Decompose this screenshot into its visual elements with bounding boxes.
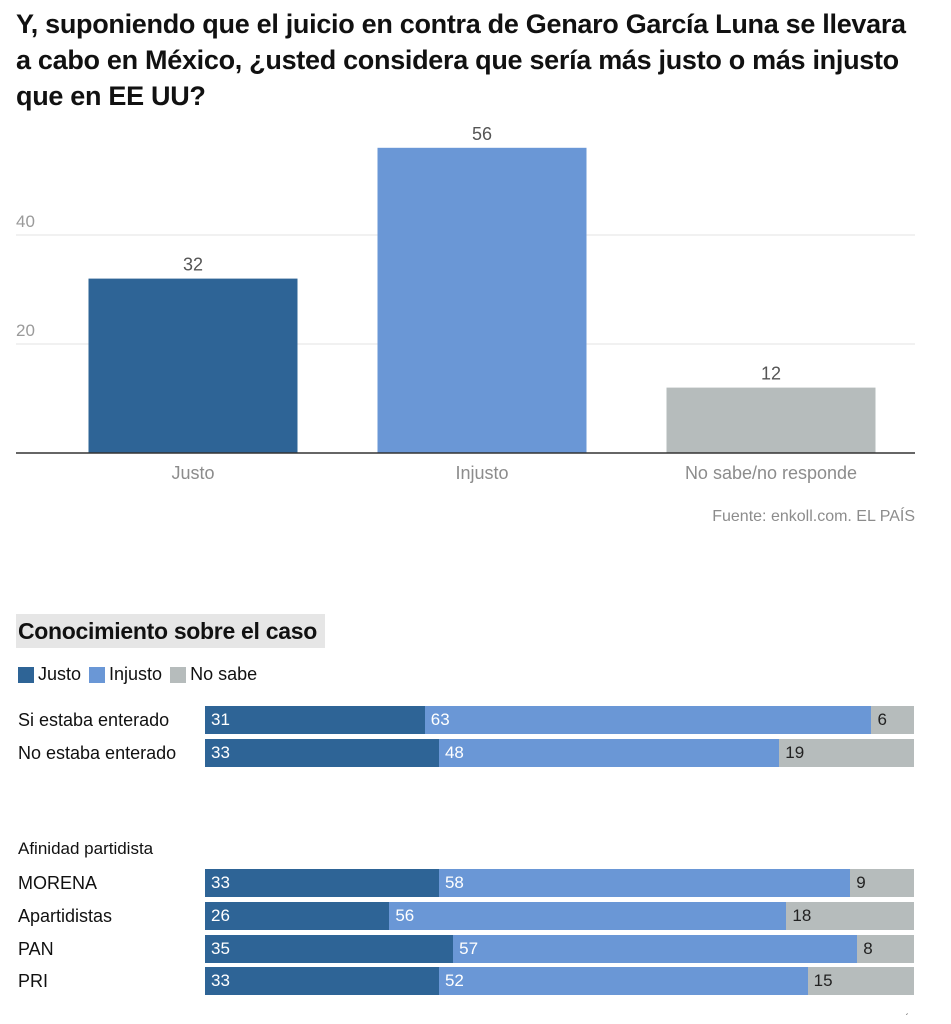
y-tick-label-20: 20: [16, 321, 35, 340]
row-label-pri: PRI: [18, 971, 49, 991]
segment-justo: 33: [205, 869, 439, 897]
legend-label-injusto: Injusto: [109, 664, 163, 684]
row-label-morena: MORENA: [18, 873, 98, 893]
segment-justo: 26: [205, 902, 390, 930]
segment-injusto: 48: [438, 739, 780, 767]
segment-nosabe: 9: [850, 869, 914, 897]
bar-value-label-no-sabe-no-responde: 12: [761, 364, 781, 384]
bar-no-sabe-no-responde: [666, 387, 876, 453]
group-label-afinidad: Afinidad partidista: [18, 839, 154, 858]
x-tick-label-justo: Justo: [171, 463, 214, 483]
legend: Justo Injusto No sabe: [18, 664, 265, 685]
bar-injusto: [377, 147, 587, 454]
segment-injusto: 56: [389, 902, 787, 930]
section-title: Conocimiento sobre el caso: [16, 614, 325, 648]
segment-justo: 33: [205, 967, 439, 995]
legend-item-justo: Justo: [18, 664, 81, 685]
x-tick-label-no-sabe-no-responde: No sabe/no responde: [685, 463, 857, 483]
bar-value-label-justo: 32: [183, 255, 203, 275]
stacked-bar-morena: 33 58 9: [205, 869, 914, 897]
x-tick-label-injusto: Injusto: [455, 463, 508, 483]
stacked-bar-apartidistas: 26 56 18: [205, 902, 914, 930]
legend-swatch-injusto: [89, 666, 106, 683]
segment-nosabe: 6: [871, 706, 914, 734]
segment-nosabe: 19: [779, 739, 914, 767]
legend-swatch-no-sabe: [170, 666, 187, 683]
y-tick-label-40: 40: [16, 212, 35, 231]
segment-nosabe: 15: [807, 967, 914, 995]
legend-label-justo: Justo: [38, 664, 82, 684]
segment-injusto: 52: [438, 967, 808, 995]
source-note: Fuente: enkoll.com. EL PAÍS: [712, 508, 915, 525]
legend-label-no-sabe: No sabe: [190, 664, 258, 684]
segment-justo: 31: [205, 706, 425, 734]
stacked-bar-si-enterado: 31 63 6: [205, 706, 914, 734]
segment-justo: 33: [205, 739, 439, 767]
segment-injusto: 63: [424, 706, 872, 734]
stacked-bar-pan: 35 57 8: [205, 935, 914, 963]
segment-injusto: 58: [438, 869, 851, 897]
legend-item-injusto: Injusto: [89, 664, 162, 685]
bar-justo: [88, 278, 298, 453]
corner-mark: ´: [905, 1013, 909, 1024]
stacked-bar-no-enterado: 33 48 19: [205, 739, 914, 767]
segment-nosabe: 18: [786, 902, 914, 930]
segment-justo: 35: [205, 935, 454, 963]
chart-title: Y, suponiendo que el juicio en contra de…: [16, 9, 906, 111]
row-label-pan: PAN: [18, 939, 54, 959]
segment-nosabe: 8: [857, 935, 914, 963]
main-bar-chart: 20 40 32 Justo 56 Injusto 12 No sabe/no respond…: [16, 124, 915, 483]
bar-value-label-injusto: 56: [472, 124, 492, 144]
legend-swatch-justo: [18, 666, 34, 683]
row-label-no-enterado: No estaba enterado: [18, 743, 177, 763]
stacked-bar-pri: 33 52 15: [205, 967, 914, 995]
legend-item-no-sabe: No sabe: [170, 664, 257, 685]
row-label-apartidistas: Apartidistas: [18, 906, 113, 926]
segment-injusto: 57: [453, 935, 858, 963]
row-label-si-enterado: Si estaba enterado: [18, 710, 170, 730]
